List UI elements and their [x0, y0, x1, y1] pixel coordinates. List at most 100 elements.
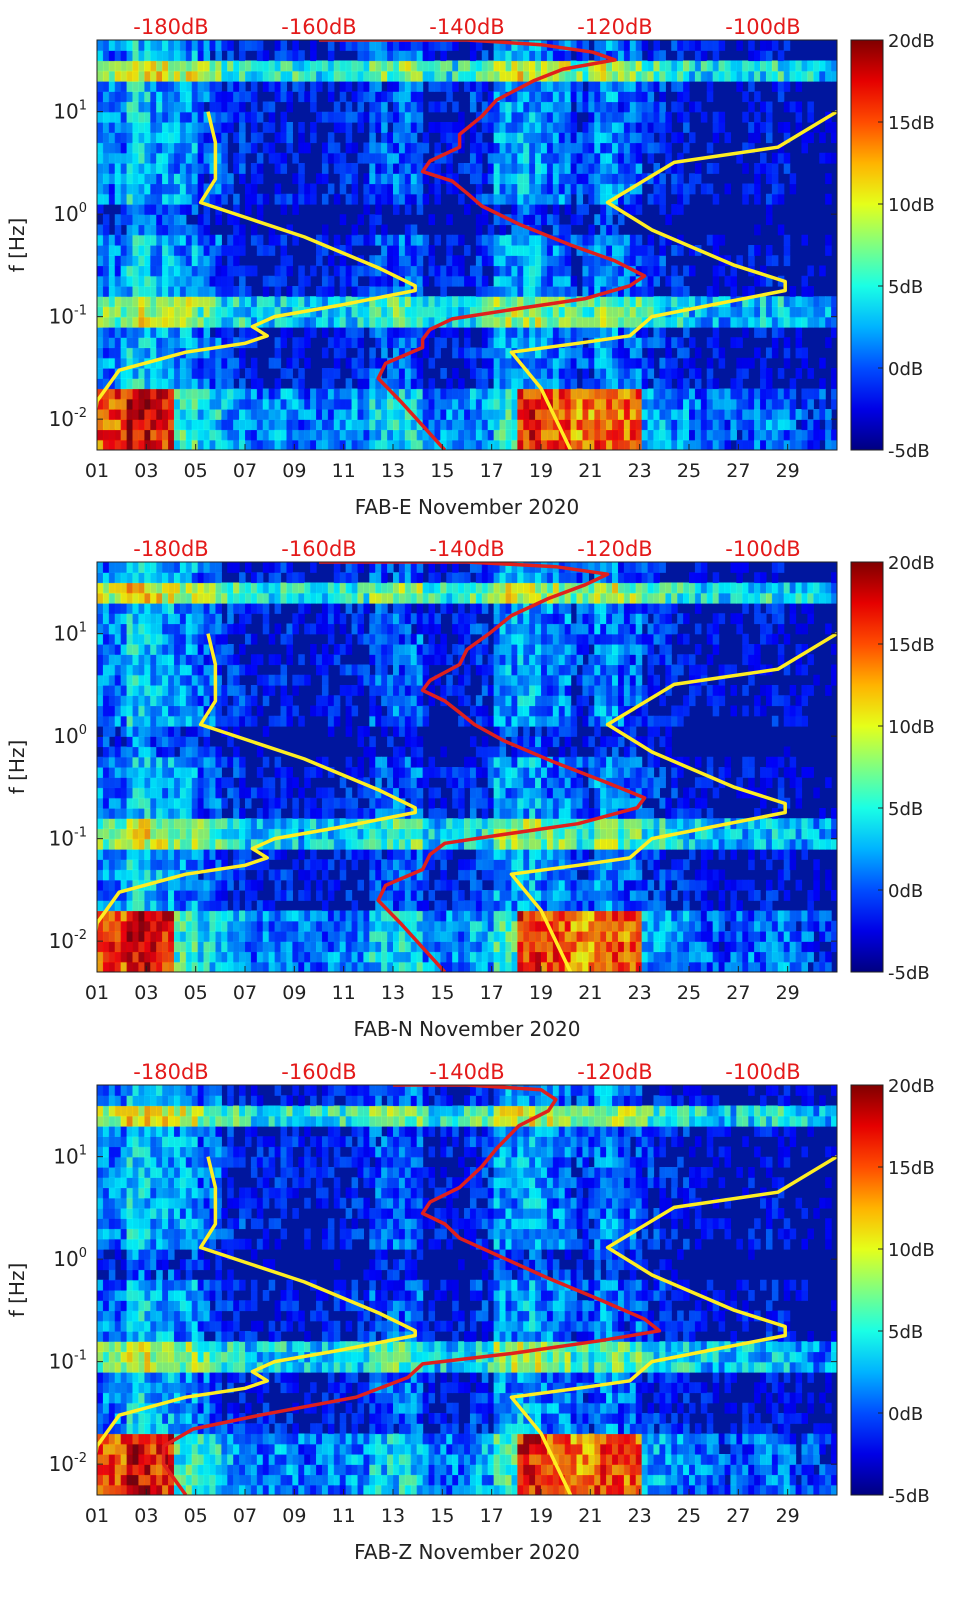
- colorbar-tick-label: 15dB: [888, 113, 935, 134]
- y-tick-label: 10-2: [49, 928, 87, 953]
- x-tick-label: 17: [480, 1505, 504, 1527]
- x-tick-label: 29: [776, 1505, 800, 1527]
- colorbar-tick-label: 5dB: [888, 277, 923, 298]
- spectrogram-panel-fab-z: 10-2 10-1 100 101 01 03 05 07 09 11 13 15 17 19 21 23 25…: [5, 1060, 935, 1564]
- plot-frame: [96, 1084, 838, 1496]
- x-tick-label: 07: [233, 1505, 257, 1527]
- x-tick-label: 09: [282, 460, 306, 482]
- yellow-noise-model-curve-1: [509, 1155, 837, 1495]
- y-tick-label: 10-1: [49, 304, 87, 329]
- x-axis-label: FAB-N November 2020: [354, 1017, 581, 1041]
- red-psd-curve: [319, 40, 647, 450]
- x-tick-label: 27: [726, 460, 750, 482]
- x-tick-label: 05: [184, 1505, 208, 1527]
- top-axis-db-label: -120dB: [577, 15, 652, 39]
- x-tick-label: 13: [381, 460, 405, 482]
- yellow-noise-model-curve-1: [509, 632, 837, 972]
- x-tick-label: 03: [134, 460, 158, 482]
- colorbar: 20dB 15dB 10dB 5dB 0dB -5dB: [850, 553, 935, 984]
- colorbar-tick-label: -5dB: [888, 441, 930, 462]
- x-axis-label: FAB-Z November 2020: [354, 1540, 580, 1564]
- x-tick-label: 27: [726, 982, 750, 1004]
- spectrogram-image: [97, 562, 837, 972]
- y-axis-label: f [Hz]: [5, 218, 29, 273]
- top-axis-db-label: -140dB: [429, 1060, 504, 1084]
- x-tick-label: 11: [332, 982, 356, 1004]
- x-tick-label: 01: [85, 460, 109, 482]
- red-psd-curve: [319, 562, 647, 972]
- x-tick-label: 23: [628, 982, 652, 1004]
- x-tick-label: 29: [776, 460, 800, 482]
- top-axis-db-label: -180dB: [133, 1060, 208, 1084]
- colorbar-tick-label: 20dB: [888, 31, 935, 52]
- colorbar-tick-label: 10dB: [888, 1240, 935, 1261]
- colorbar-tick-label: 10dB: [888, 717, 935, 738]
- colorbar-tick-label: 20dB: [888, 1076, 935, 1097]
- top-axis-db-label: -140dB: [429, 537, 504, 561]
- spectrogram-image: [97, 40, 837, 450]
- y-tick-label: 10-1: [49, 826, 87, 851]
- x-tick-label: 21: [578, 982, 602, 1004]
- y-tick-label: 101: [53, 99, 87, 124]
- x-tick-label: 23: [628, 1505, 652, 1527]
- psd-curves: [97, 40, 837, 450]
- x-tick-label: 19: [529, 460, 553, 482]
- x-tick-label: 03: [134, 1505, 158, 1527]
- x-tick-label: 15: [430, 982, 454, 1004]
- x-tick-label: 15: [430, 460, 454, 482]
- x-tick-label: 09: [282, 982, 306, 1004]
- x-tick-label: 11: [332, 460, 356, 482]
- x-tick-label: 07: [233, 460, 257, 482]
- psd-curves: [97, 1085, 837, 1495]
- top-axis-db-label: -160dB: [281, 1060, 356, 1084]
- x-tick-label: 23: [628, 460, 652, 482]
- x-tick-label: 09: [282, 1505, 306, 1527]
- spectrogram-panel-fab-n: 10-2 10-1 100 101 01 03 05 07 09 11 13 15 17 19 21 23 25…: [5, 537, 935, 1041]
- colorbar-tick-label: -5dB: [888, 963, 930, 984]
- psd-curves: [97, 562, 837, 972]
- x-tick-label: 13: [381, 982, 405, 1004]
- x-tick-label: 13: [381, 1505, 405, 1527]
- x-tick-label: 07: [233, 982, 257, 1004]
- top-axis-db-label: -180dB: [133, 15, 208, 39]
- x-tick-label: 29: [776, 982, 800, 1004]
- y-tick-label: 10-2: [49, 1451, 87, 1476]
- x-tick-label: 05: [184, 982, 208, 1004]
- top-axis-db-label: -100dB: [725, 1060, 800, 1084]
- yellow-noise-model-curve-0: [97, 111, 417, 413]
- y-tick-label: 101: [53, 621, 87, 646]
- colorbar-tick-label: 5dB: [888, 799, 923, 820]
- x-tick-label: 03: [134, 982, 158, 1004]
- y-tick-label: 101: [53, 1144, 87, 1169]
- colorbar-tick-label: 20dB: [888, 553, 935, 574]
- y-tick-label: 10-1: [49, 1349, 87, 1374]
- top-axis-db-label: -160dB: [281, 15, 356, 39]
- x-tick-label: 25: [677, 982, 701, 1004]
- colorbar-tick-label: 0dB: [888, 881, 923, 902]
- y-axis-label: f [Hz]: [5, 1263, 29, 1318]
- colorbar-tick-label: 5dB: [888, 1322, 923, 1343]
- x-tick-label: 25: [677, 460, 701, 482]
- x-tick-label: 15: [430, 1505, 454, 1527]
- x-tick-label: 17: [480, 460, 504, 482]
- x-tick-label: 25: [677, 1505, 701, 1527]
- colorbar-tick-label: 10dB: [888, 195, 935, 216]
- spectrogram-panel-fab-e: 10-2 10-1 100 101 01 03 05 07 09 11 13 15 17 19 21 23 25…: [5, 15, 935, 519]
- x-tick-label: 27: [726, 1505, 750, 1527]
- y-tick-label: 10-2: [49, 406, 87, 431]
- x-tick-label: 11: [332, 1505, 356, 1527]
- x-tick-label: 21: [578, 460, 602, 482]
- x-axis-label: FAB-E November 2020: [355, 495, 580, 519]
- yellow-noise-model-curve-0: [97, 1156, 417, 1458]
- y-tick-label: 100: [53, 723, 87, 748]
- y-tick-label: 100: [53, 1246, 87, 1271]
- top-axis-db-label: -140dB: [429, 15, 504, 39]
- spectrogram-image: [97, 1085, 837, 1495]
- x-tick-label: 01: [85, 1505, 109, 1527]
- top-axis-db-label: -120dB: [577, 1060, 652, 1084]
- yellow-noise-model-curve-1: [509, 110, 837, 450]
- top-axis-db-label: -160dB: [281, 537, 356, 561]
- colorbar: 20dB 15dB 10dB 5dB 0dB -5dB: [850, 1076, 935, 1507]
- red-psd-curve: [161, 1085, 662, 1495]
